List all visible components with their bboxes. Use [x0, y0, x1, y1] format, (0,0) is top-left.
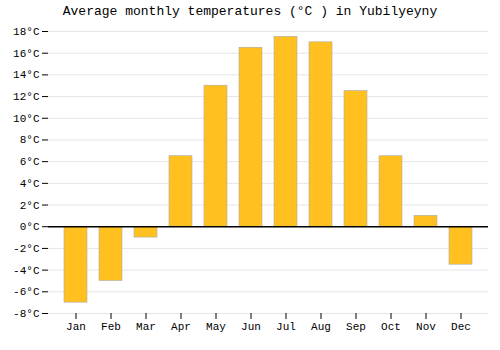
svg-text:16°C: 16°C [13, 48, 40, 60]
svg-text:0°C: 0°C [20, 221, 40, 233]
svg-text:8°C: 8°C [20, 134, 40, 146]
svg-text:-4°C: -4°C [13, 265, 40, 277]
svg-text:Nov: Nov [416, 321, 436, 333]
svg-text:Aug: Aug [311, 321, 331, 333]
svg-text:10°C: 10°C [13, 113, 40, 125]
svg-text:6°C: 6°C [20, 156, 40, 168]
svg-text:Jul: Jul [276, 321, 296, 333]
svg-text:Dec: Dec [451, 321, 471, 333]
svg-text:-8°C: -8°C [13, 308, 40, 320]
svg-text:2°C: 2°C [20, 200, 40, 212]
svg-text:12°C: 12°C [13, 91, 40, 103]
svg-text:4°C: 4°C [20, 178, 40, 190]
html-text:Average monthly temperatures (: Average monthly temperatures (°C ) in Yu… [62, 4, 438, 19]
svg-text:-2°C: -2°C [13, 243, 40, 255]
svg-text:Mar: Mar [136, 321, 156, 333]
svg-text:14°C: 14°C [13, 69, 40, 81]
svg-text:18°C: 18°C [13, 26, 40, 38]
svg-text:Jan: Jan [66, 321, 86, 333]
svg-text:Oct: Oct [381, 321, 401, 333]
svg-text:Feb: Feb [101, 321, 121, 333]
svg-text:Apr: Apr [171, 321, 191, 333]
svg-text:-6°C: -6°C [13, 286, 40, 298]
svg-text:Sep: Sep [346, 321, 366, 333]
svg-text:Jun: Jun [241, 321, 261, 333]
svg-text:May: May [206, 321, 226, 333]
